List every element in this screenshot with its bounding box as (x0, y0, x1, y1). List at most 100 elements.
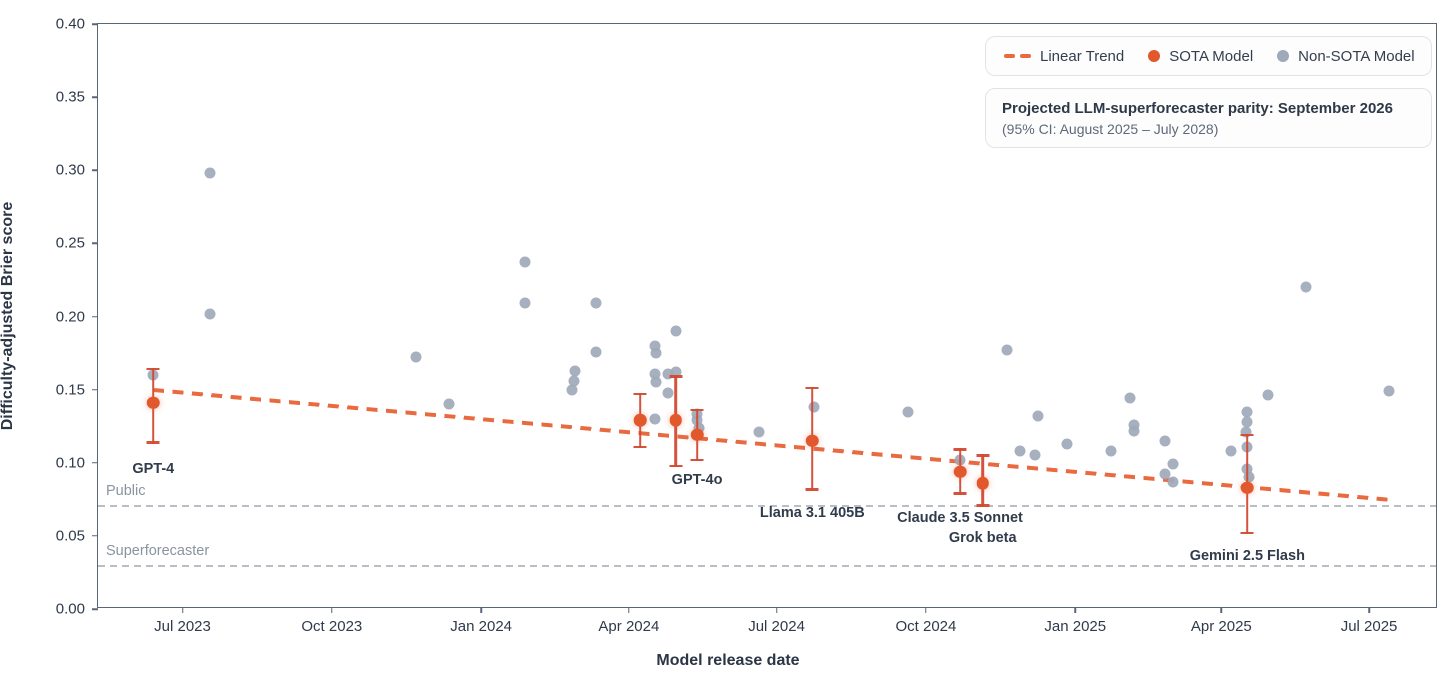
x-tick-mark (1074, 607, 1076, 613)
non-sota-point (1124, 392, 1136, 404)
x-tick-label: Jul 2024 (748, 618, 805, 635)
y-tick-mark (92, 608, 98, 610)
y-tick-label: 0.15 (55, 381, 85, 399)
error-bar-cap (146, 367, 160, 371)
y-tick-mark (92, 169, 98, 171)
non-sota-point (1167, 476, 1179, 488)
non-sota-point (1225, 445, 1237, 457)
error-bar-cap (976, 453, 990, 457)
non-sota-point (649, 368, 661, 380)
non-sota-point (662, 387, 674, 399)
non-sota-point (590, 346, 602, 358)
legend-label: SOTA Model (1169, 47, 1254, 65)
error-bar-cap (633, 445, 647, 449)
error-bar-cap (690, 408, 704, 412)
y-tick-label: 0.25 (55, 234, 85, 252)
non-sota-point (753, 426, 765, 438)
non-sota-point (204, 167, 216, 179)
x-tick-label: Oct 2023 (301, 618, 363, 635)
non-sota-point (670, 366, 682, 378)
non-sota-point (693, 422, 705, 434)
error-bar-cap (633, 392, 647, 396)
x-tick-label: Oct 2024 (895, 618, 957, 635)
y-tick-mark (92, 242, 98, 245)
non-sota-point (1243, 471, 1255, 483)
error-bar-cap (669, 375, 683, 378)
non-sota-point (443, 398, 455, 410)
non-sota-point (1240, 426, 1252, 438)
error-bar-cap (669, 464, 683, 468)
reference-line-superforecaster (98, 565, 1436, 568)
non-sota-point (566, 384, 578, 396)
non-sota-point (650, 347, 662, 359)
y-tick-label: 0.20 (55, 308, 85, 325)
y-tick-label: 0.40 (55, 15, 85, 33)
non-sota-dot-icon (1277, 50, 1290, 62)
non-sota-point (1105, 445, 1117, 457)
non-sota-point (569, 365, 581, 377)
y-tick-mark (92, 315, 98, 318)
legend-item-non-sota-model: Non-SOTA Model (1277, 47, 1415, 65)
sota-point (1241, 481, 1254, 494)
non-sota-point (410, 351, 422, 363)
sota-point (633, 414, 647, 427)
non-sota-point (519, 256, 531, 268)
y-tick-label: 0.30 (55, 161, 85, 179)
non-sota-point (204, 308, 216, 320)
non-sota-point (1001, 344, 1013, 356)
model-label: Llama 3.1 405B (759, 504, 865, 521)
non-sota-point (1383, 385, 1395, 397)
legend-item-sota-model: SOTA Model (1148, 48, 1253, 65)
reference-label-public: Public (106, 483, 146, 500)
y-tick-mark (92, 462, 98, 464)
non-sota-point (808, 401, 820, 413)
error-bar-cap (976, 504, 990, 507)
non-sota-point (1014, 445, 1026, 457)
sota-point (690, 428, 704, 442)
reference-line-public (98, 505, 1436, 508)
x-tick-mark (1368, 607, 1370, 613)
y-tick-mark (92, 388, 98, 391)
non-sota-point (902, 406, 914, 418)
projection-confidence-interval: (95% CI: August 2025 – July 2028) (1002, 121, 1219, 137)
x-tick-label: Jul 2025 (1340, 618, 1398, 635)
sota-point (147, 396, 160, 410)
trend-line (153, 387, 1389, 502)
non-sota-point (662, 368, 674, 380)
error-bar-cap (690, 458, 704, 462)
x-tick-label: Jul 2023 (154, 618, 211, 635)
model-label: Gemini 2.5 Flash (1189, 547, 1305, 564)
non-sota-point (1262, 389, 1274, 401)
sota-point (806, 434, 819, 448)
x-tick-mark (925, 607, 927, 613)
non-sota-point (1061, 438, 1073, 450)
y-tick-label: 0.00 (55, 600, 85, 618)
y-tick-label: 0.05 (55, 527, 85, 545)
non-sota-point (1159, 468, 1171, 480)
sota-dot-icon (1148, 50, 1161, 62)
non-sota-point (1167, 458, 1179, 470)
x-tick-mark (628, 607, 630, 613)
error-bar-cap (146, 441, 160, 444)
non-sota-point (1128, 419, 1140, 431)
x-tick-label: Apr 2025 (1190, 618, 1252, 635)
non-sota-point (519, 297, 531, 309)
x-tick-mark (480, 607, 482, 613)
error-bar-cap (805, 487, 819, 491)
non-sota-point (568, 375, 580, 387)
non-sota-point (649, 413, 661, 425)
legend-label: Non-SOTA Model (1298, 47, 1415, 65)
x-tick-mark (331, 607, 333, 613)
x-tick-mark (181, 607, 184, 613)
non-sota-point (1241, 406, 1253, 418)
sota-point (953, 465, 967, 478)
legend-item-linear-trend: Linear Trend (1004, 48, 1124, 65)
model-label: Grok beta (948, 530, 1017, 547)
x-tick-label: Jan 2025 (1044, 618, 1107, 635)
projection-parity-box: Projected LLM-superforecaster parity: Se… (985, 88, 1432, 148)
model-label: GPT-4 (132, 460, 175, 477)
x-tick-mark (1220, 607, 1223, 613)
x-tick-label: Apr 2024 (598, 618, 660, 635)
y-tick-label: 0.35 (55, 88, 85, 106)
